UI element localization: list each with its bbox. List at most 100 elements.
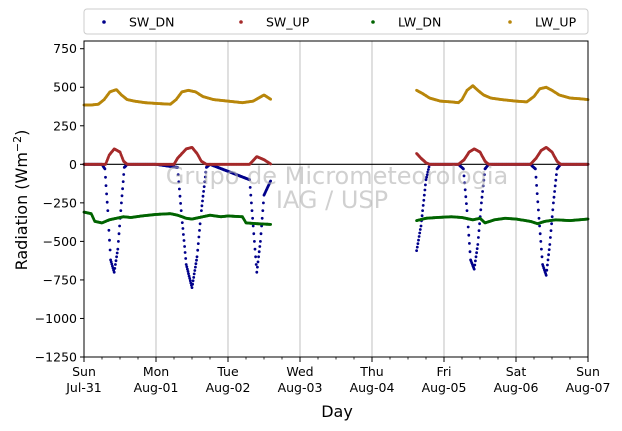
data-point bbox=[474, 259, 477, 263]
data-point bbox=[176, 166, 180, 169]
data-point bbox=[545, 268, 549, 272]
data-point bbox=[424, 178, 428, 182]
data-point bbox=[269, 97, 272, 101]
data-point bbox=[477, 229, 481, 233]
data-point bbox=[421, 204, 425, 207]
watermark-line-1: Grupo de Micrometeorologia bbox=[166, 162, 508, 190]
data-point bbox=[548, 243, 552, 246]
data-point bbox=[203, 175, 207, 179]
legend-marker-2 bbox=[371, 20, 375, 24]
data-point bbox=[248, 178, 252, 182]
data-point bbox=[122, 173, 126, 176]
data-point bbox=[104, 184, 108, 188]
data-point bbox=[115, 255, 118, 259]
data-point bbox=[462, 174, 466, 178]
data-point bbox=[105, 192, 108, 196]
data-point bbox=[187, 272, 190, 276]
x-tick-date-3: Aug-03 bbox=[278, 380, 323, 395]
data-point bbox=[415, 245, 419, 249]
data-point bbox=[104, 175, 107, 179]
y-tick-label-2: 250 bbox=[53, 118, 77, 133]
data-point bbox=[474, 255, 478, 259]
data-point bbox=[114, 263, 117, 266]
data-point bbox=[421, 209, 424, 213]
data-point bbox=[203, 180, 207, 184]
data-point bbox=[550, 215, 554, 219]
series-lw-up bbox=[82, 84, 590, 107]
x-tick-date-2: Aug-02 bbox=[206, 380, 251, 395]
data-point bbox=[250, 209, 254, 213]
data-point bbox=[256, 265, 259, 269]
data-point bbox=[112, 270, 116, 274]
x-tick-weekday-0: Sun bbox=[72, 364, 96, 379]
data-point bbox=[468, 242, 471, 245]
legend-box bbox=[83, 8, 589, 35]
data-point bbox=[176, 173, 180, 177]
data-point bbox=[540, 247, 543, 251]
y-tick-label-8: −1250 bbox=[35, 350, 77, 365]
data-points bbox=[82, 84, 590, 289]
data-point bbox=[110, 262, 114, 266]
data-point bbox=[184, 257, 188, 260]
data-point bbox=[261, 209, 265, 213]
data-point bbox=[552, 201, 555, 205]
y-tick-label-7: −1000 bbox=[35, 311, 77, 326]
legend-label-2: LW_DN bbox=[398, 15, 441, 30]
data-point bbox=[121, 187, 124, 191]
data-point bbox=[423, 188, 427, 192]
data-point bbox=[422, 193, 426, 197]
data-point bbox=[467, 233, 471, 237]
data-point bbox=[475, 247, 479, 251]
data-point bbox=[418, 228, 422, 231]
y-tick-label-5: −500 bbox=[43, 234, 77, 249]
data-point bbox=[546, 263, 549, 267]
data-point bbox=[182, 233, 185, 236]
x-tick-date-6: Aug-06 bbox=[494, 380, 539, 395]
data-point bbox=[479, 208, 483, 212]
data-point bbox=[534, 175, 538, 179]
data-point bbox=[179, 202, 183, 205]
x-axis-title: Day bbox=[321, 402, 353, 421]
data-point bbox=[464, 195, 468, 199]
data-point bbox=[196, 242, 200, 246]
data-point bbox=[251, 216, 255, 220]
data-point bbox=[118, 224, 121, 228]
y-axis-title: Radiation (Wm−2) bbox=[11, 130, 31, 271]
data-point bbox=[546, 258, 550, 262]
data-point bbox=[547, 253, 550, 257]
data-point bbox=[195, 255, 199, 259]
data-point bbox=[269, 162, 272, 166]
data-point bbox=[196, 248, 200, 252]
data-point bbox=[253, 240, 256, 243]
data-point bbox=[194, 265, 197, 269]
data-point bbox=[424, 183, 427, 187]
data-point bbox=[119, 209, 123, 213]
data-point bbox=[254, 255, 257, 259]
x-tick-weekday-4: Thu bbox=[359, 364, 383, 379]
data-point bbox=[549, 236, 552, 239]
data-point bbox=[183, 245, 187, 248]
data-point bbox=[108, 238, 111, 242]
legend-marker-1 bbox=[239, 20, 243, 24]
data-point bbox=[193, 269, 197, 272]
data-point bbox=[249, 193, 253, 197]
data-point bbox=[186, 267, 189, 271]
data-point bbox=[482, 178, 486, 182]
data-point bbox=[117, 232, 121, 236]
data-point bbox=[198, 222, 202, 226]
data-point bbox=[195, 258, 198, 262]
data-point bbox=[250, 201, 253, 205]
y-tick-label-3: 0 bbox=[69, 157, 77, 172]
data-point bbox=[480, 201, 483, 205]
data-point bbox=[549, 229, 553, 233]
data-point bbox=[115, 251, 119, 255]
data-point bbox=[547, 248, 551, 252]
data-point bbox=[103, 167, 107, 171]
x-tick-weekday-3: Wed bbox=[286, 364, 313, 379]
data-point bbox=[418, 231, 422, 235]
data-point bbox=[200, 209, 203, 213]
data-point bbox=[427, 168, 430, 171]
data-point bbox=[463, 188, 467, 192]
